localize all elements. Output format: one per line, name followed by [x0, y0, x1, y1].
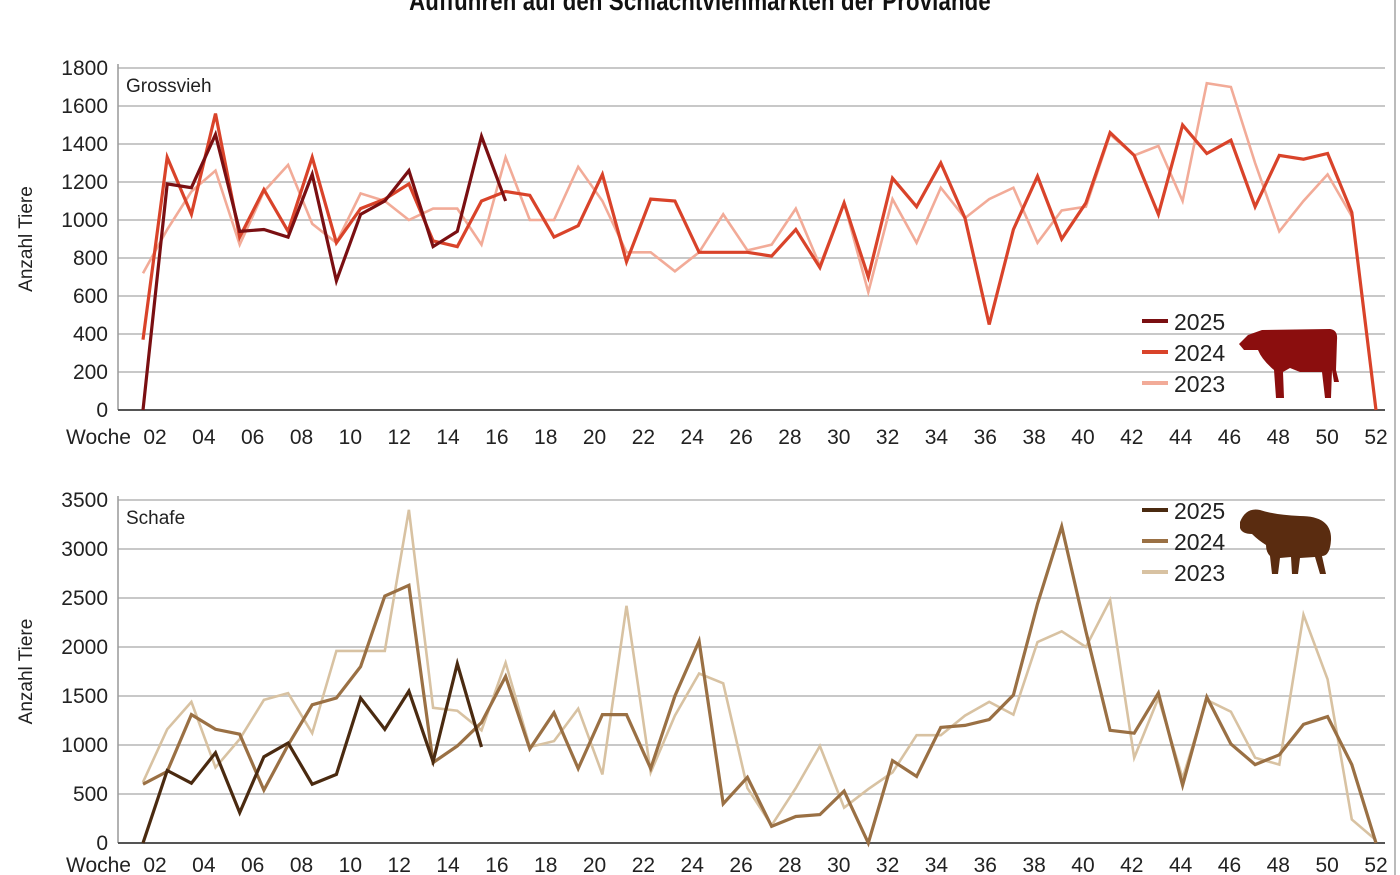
series-line-2025 [141, 129, 508, 411]
x-tick-label: 10 [339, 854, 362, 875]
x-tick-label: 20 [583, 854, 606, 875]
x-tick-label: 42 [1120, 426, 1143, 449]
y-axis-label: Anzahl Tiere [16, 619, 37, 725]
y-tick-label: 1800 [61, 57, 108, 80]
grossvieh-chart: 0 200 400 600 800 1000 1200 1400 1600 1800 Woche 02… [16, 57, 1388, 449]
x-tick-label: 06 [241, 854, 264, 875]
x-axis-label: Woche [66, 854, 131, 875]
panel-label: Schafe [126, 508, 185, 529]
x-tick-label: 28 [778, 426, 801, 449]
x-tick-label: 40 [1071, 854, 1094, 875]
x-tick-label: 48 [1267, 426, 1290, 449]
x-tick-label: 36 [974, 426, 997, 449]
x-tick-label: 44 [1169, 426, 1193, 449]
y-tick-label: 800 [73, 247, 108, 270]
right-border [1394, 0, 1396, 875]
chart-title: Auffuhren auf den Schlachtviehmärkten de… [409, 0, 991, 16]
x-tick-label: 30 [827, 426, 850, 449]
legend-label-2024: 2024 [1174, 340, 1225, 366]
x-tick-label: 02 [143, 426, 166, 449]
sheep-icon [1240, 509, 1332, 574]
y-tick-label: 1000 [61, 209, 108, 232]
y-axis-label: Anzahl Tiere [16, 186, 37, 292]
x-tick-label: 52 [1364, 854, 1387, 875]
x-tick-label: 04 [192, 426, 216, 449]
x-tick-label: 26 [729, 854, 752, 875]
x-tick-label: 18 [534, 854, 557, 875]
y-tick-label: 3500 [61, 489, 108, 512]
x-tick-label: 28 [778, 854, 801, 875]
x-tick-label: 30 [827, 854, 850, 875]
legend-label-2025: 2025 [1174, 498, 1225, 524]
y-tick-label: 0 [96, 399, 108, 422]
x-tick-label: 08 [290, 426, 313, 449]
x-tick-label: 12 [388, 426, 411, 449]
x-tick-label: 46 [1218, 426, 1241, 449]
x-tick-label: 16 [485, 426, 508, 449]
y-tick-label: 1400 [61, 133, 108, 156]
panel-label: Grossvieh [126, 76, 212, 97]
x-tick-label: 10 [339, 426, 362, 449]
x-tick-label: 14 [436, 426, 460, 449]
x-tick-label: 18 [534, 426, 557, 449]
x-tick-label: 22 [632, 854, 655, 875]
x-tick-label: 38 [1022, 854, 1045, 875]
y-tick-label: 500 [73, 783, 108, 806]
x-tick-label: 34 [925, 426, 949, 449]
x-tick-label: 52 [1364, 426, 1387, 449]
x-tick-label: 26 [729, 426, 752, 449]
y-tick-label: 1500 [61, 685, 108, 708]
legend-label-2024: 2024 [1174, 529, 1225, 555]
x-tick-label: 04 [192, 854, 216, 875]
x-tick-label: 22 [632, 426, 655, 449]
x-tick-label: 38 [1022, 426, 1045, 449]
x-tick-label: 42 [1120, 854, 1143, 875]
x-tick-label: 44 [1169, 854, 1193, 875]
x-tick-label: 46 [1218, 854, 1241, 875]
x-tick-label: 48 [1267, 854, 1290, 875]
x-tick-label: 06 [241, 426, 264, 449]
x-tick-label: 32 [876, 426, 899, 449]
x-tick-label: 50 [1315, 854, 1338, 875]
y-tick-label: 2500 [61, 587, 108, 610]
y-tick-label: 0 [96, 832, 108, 855]
y-tick-label: 1200 [61, 171, 108, 194]
y-tick-label: 2000 [61, 636, 108, 659]
legend-label-2023: 2023 [1174, 560, 1225, 586]
x-tick-label: 12 [388, 854, 411, 875]
x-tick-label: 16 [485, 854, 508, 875]
y-tick-label: 600 [73, 285, 108, 308]
series-line-2024 [141, 113, 1378, 411]
y-tick-label: 3000 [61, 538, 108, 561]
schafe-chart: 0 500 1000 1500 2000 2500 3000 3500 Woche 02 04 06 0… [16, 489, 1388, 875]
x-tick-label: 02 [143, 854, 166, 875]
x-tick-label: 08 [290, 854, 313, 875]
y-tick-label: 400 [73, 323, 108, 346]
cow-icon [1239, 329, 1339, 398]
y-tick-label: 200 [73, 361, 108, 384]
legend-label-2023: 2023 [1174, 371, 1225, 397]
x-tick-label: 50 [1315, 426, 1338, 449]
x-tick-label: 40 [1071, 426, 1094, 449]
series-line-2024 [142, 520, 1378, 848]
series-line-2025 [141, 657, 484, 844]
x-axis-label: Woche [66, 426, 131, 449]
x-tick-label: 24 [681, 854, 705, 875]
x-tick-label: 36 [974, 854, 997, 875]
x-tick-label: 32 [876, 854, 899, 875]
y-tick-label: 1000 [61, 734, 108, 757]
x-tick-label: 20 [583, 426, 606, 449]
legend-label-2025: 2025 [1174, 309, 1225, 335]
y-tick-label: 1600 [61, 95, 108, 118]
x-tick-label: 34 [925, 854, 949, 875]
x-tick-label: 14 [436, 854, 460, 875]
x-tick-label: 24 [681, 426, 705, 449]
series-line-2023 [141, 81, 1353, 298]
